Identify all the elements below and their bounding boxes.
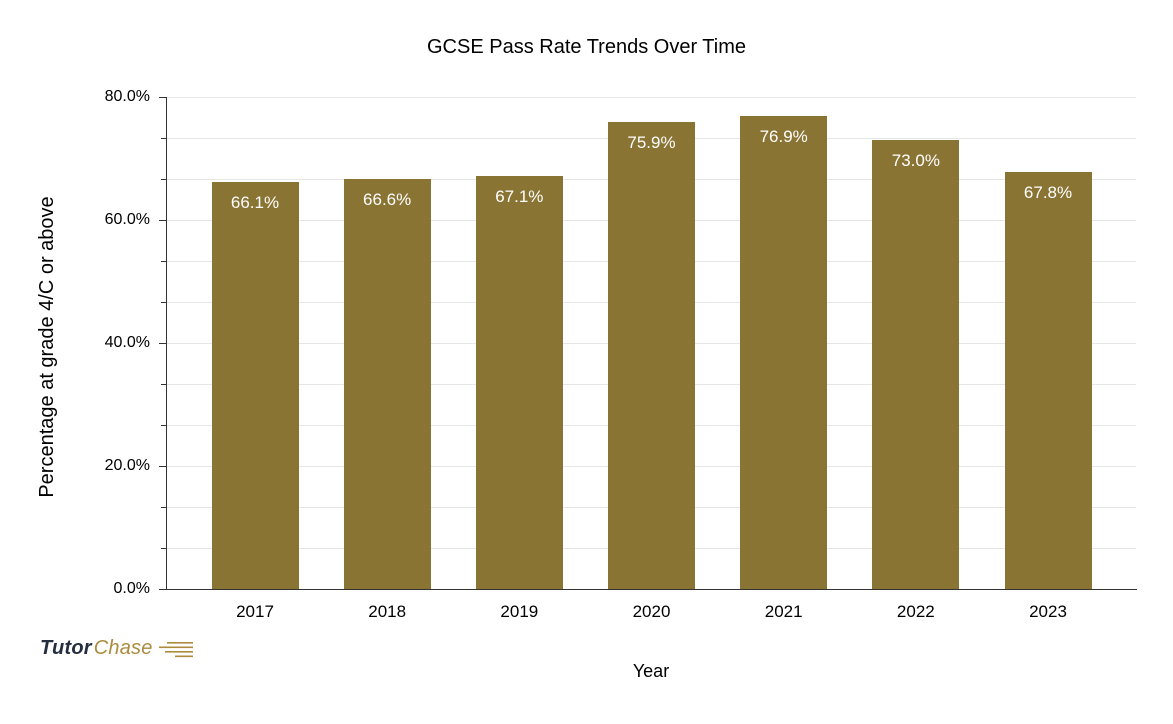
major-gridline	[166, 97, 1136, 98]
y-tick-label-200: 20.0%	[104, 457, 150, 474]
bar-value-label-2018: 66.6%	[363, 190, 412, 210]
y-minor-tick	[161, 507, 166, 508]
y-minor-tick	[161, 384, 166, 385]
y-tick-label-600: 60.0%	[104, 211, 150, 228]
bar-2020: 75.9%	[608, 122, 695, 589]
y-axis-line	[166, 97, 167, 589]
y-major-tick	[159, 220, 166, 221]
bar-2018: 66.6%	[343, 179, 431, 589]
bar-value-label-2017: 66.1%	[230, 193, 280, 213]
y-major-tick	[159, 97, 166, 98]
chart-title: GCSE Pass Rate Trends Over Time	[427, 36, 746, 58]
y-minor-tick	[161, 302, 166, 303]
x-tick-label-2023: 2023	[1029, 602, 1067, 621]
bar-value-label-2021: 76.9%	[759, 127, 808, 147]
y-tick-label-400: 40.0%	[104, 334, 150, 351]
y-major-tick	[159, 466, 166, 467]
y-major-tick	[159, 343, 166, 344]
logo-speed-lines-icon	[158, 641, 193, 657]
bar-value-label-2019: 67.1%	[495, 187, 544, 207]
x-tick-label-2019: 2019	[500, 602, 539, 621]
y-major-tick	[159, 589, 166, 590]
y-minor-tick	[161, 261, 166, 262]
y-tick-label-00: 0.0%	[113, 580, 150, 597]
y-minor-tick	[161, 138, 166, 139]
y-minor-tick	[161, 179, 166, 180]
y-tick-label-800: 80.0%	[104, 88, 150, 105]
bar-value-label-2020: 75.9%	[627, 133, 676, 153]
logo-text-tutor: Tutor	[40, 637, 92, 659]
bar-2022: 73.0%	[872, 140, 960, 589]
y-minor-tick	[161, 425, 166, 426]
x-tick-label-2022: 2022	[896, 602, 935, 621]
bar-value-label-2022: 73.0%	[891, 151, 940, 171]
x-axis-title: Year	[632, 661, 670, 681]
bar-2017: 66.1%	[211, 182, 299, 589]
bar-value-label-2023: 67.8%	[1023, 183, 1073, 203]
bar-2021: 76.9%	[740, 116, 828, 589]
plot-area: 66.1% 66.6% 67.1% 75.9% 76.9% 73.0% 67.8%	[166, 97, 1136, 589]
bar-2023: 67.8%	[1004, 172, 1092, 589]
x-tick-label-2021: 2021	[764, 602, 803, 621]
bar-2019: 67.1%	[475, 176, 563, 589]
x-tick-label-2020: 2020	[632, 602, 671, 621]
x-tick-label-2017: 2017	[236, 602, 274, 621]
x-tick-label-2018: 2018	[368, 602, 407, 621]
x-axis-line	[166, 589, 1137, 590]
logo-text-chase: Chase	[93, 637, 153, 659]
y-minor-tick	[161, 548, 166, 549]
tutorchase-logo: Tutor Chase	[40, 637, 197, 660]
